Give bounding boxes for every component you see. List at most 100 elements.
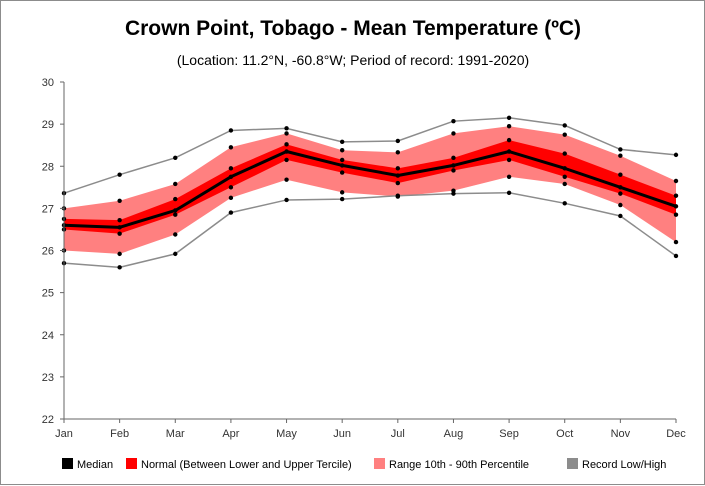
median-point [673,204,679,209]
record-low-point [673,253,679,259]
median-point [284,149,289,154]
upper-tercile-point [284,142,289,147]
record-low-point [339,196,345,202]
lower-tercile-point [228,185,234,190]
y-tick-label: 22 [42,414,54,426]
chart-subtitle: (Location: 11.2°N, -60.8°W; Period of re… [177,52,529,68]
median-point [562,166,567,171]
record-high-point [451,118,456,124]
legend-label-record: Record Low/High [582,459,666,471]
upper-tercile-point [673,193,679,198]
upper-tercile-point [117,217,122,223]
y-tick-label: 26 [42,246,54,258]
y-tick-label: 28 [42,161,54,173]
y-tick-label: 30 [42,77,54,89]
record-high-point [673,152,679,158]
upper-tercile-point [173,196,178,202]
percentile-90-point [173,181,178,187]
percentile-10-point [284,177,289,182]
percentile-90-point [506,124,512,129]
x-tick-label: Apr [222,428,239,440]
percentile-90-point [618,153,623,158]
legend-swatch-median [62,458,73,469]
upper-tercile-point [395,166,401,171]
median-line [63,150,677,229]
y-tick-label: 29 [42,119,54,131]
percentile-range-band [64,126,676,254]
normal-range-band [64,140,676,234]
record-low-point [562,201,567,206]
y-tick-label: 23 [42,372,54,384]
median-point [339,163,345,168]
record-high-point [562,123,567,128]
lower-tercile-point [506,157,512,163]
percentile-10-point [673,239,679,245]
percentile-10-point [117,251,122,257]
percentile-90-point [451,131,456,136]
legend-swatch-record [567,458,578,469]
legend-label-median: Median [77,459,113,471]
median-point [173,208,178,213]
record-high-point [395,138,401,144]
percentile-90-point [284,131,289,136]
percentile-90-point [562,132,567,137]
y-tick-label: 25 [42,288,54,300]
percentile-10-point [395,194,401,199]
upper-tercile-point [451,155,456,161]
percentile-10-point [339,190,345,195]
percentile-10-point [618,202,623,208]
lower-tercile-point [117,231,122,236]
legend-label-percentile: Range 10th - 90th Percentile [389,459,529,471]
percentile-10-point [173,232,178,237]
x-tick-label: Nov [611,428,631,440]
record-high-point [228,128,234,133]
record-high-point [618,147,623,152]
percentile-10-point [562,181,567,187]
legend-swatch-percentile [374,458,385,469]
percentile-10-point [506,174,512,179]
y-tick-label: 24 [42,330,54,342]
record-high-line [63,117,677,194]
lower-tercile-point [673,212,679,217]
x-tick-label: Jul [391,428,405,440]
upper-tercile-point [562,151,567,156]
lower-tercile-point [173,212,178,217]
record-low-point [173,251,178,257]
lower-tercile-point [562,174,567,179]
line-layer [63,117,677,269]
upper-tercile-point [339,157,345,163]
percentile-90-point [117,198,122,203]
upper-tercile-point [228,166,234,171]
legend-swatch-normal [126,458,137,469]
record-high-point [506,115,512,121]
record-low-point [117,265,122,270]
median-point [618,185,623,190]
lower-tercile-point [395,180,401,186]
upper-tercile-point [618,172,623,177]
x-tick-label: Mar [166,428,185,440]
x-tick-label: Feb [110,428,129,440]
median-point [117,225,122,230]
axes [63,82,676,420]
x-tick-label: May [276,428,297,440]
median-point [395,173,401,178]
legend: Median Normal (Between Lower and Upper T… [62,458,666,471]
chart-title: Crown Point, Tobago - Mean Temperature (… [125,17,581,40]
percentile-90-point [228,145,234,150]
x-tick-label: Aug [444,428,464,440]
lower-tercile-point [451,168,456,173]
band-layer [64,126,676,254]
percentile-90-point [673,178,679,184]
lower-tercile-point [339,170,345,175]
x-tick-label: Jun [333,428,351,440]
median-point [506,149,512,154]
record-low-point [228,210,234,215]
legend-label-normal: Normal (Between Lower and Upper Tercile) [141,459,352,471]
x-tick-label: Oct [556,428,573,440]
x-tick-label: Jan [55,428,73,440]
record-high-point [339,139,345,145]
percentile-90-point [339,148,345,153]
record-low-point [506,190,512,195]
